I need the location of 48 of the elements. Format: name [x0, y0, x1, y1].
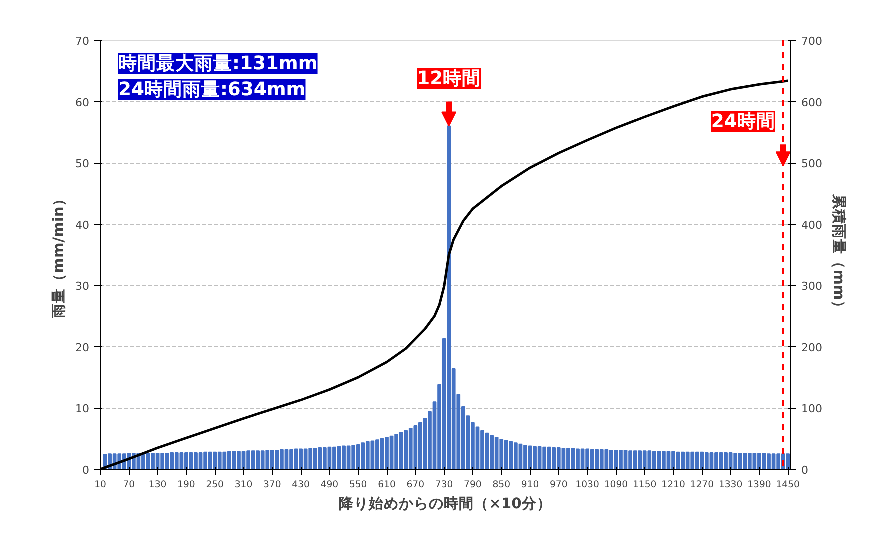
x-tick-label: 70 — [123, 480, 136, 490]
annotation: 24時間雨量:634mm — [118, 78, 306, 100]
y2-tick-label: 500 — [802, 158, 822, 171]
y2-tick-label: 200 — [802, 341, 822, 354]
ref-line-label: 24時間 — [711, 110, 776, 132]
x-tick-label: 1330 — [718, 480, 743, 490]
x-tick-label: 730 — [435, 480, 454, 490]
y-tick-label: 30 — [76, 280, 90, 294]
y-tick-label: 50 — [76, 158, 90, 171]
x-tick-label: 250 — [206, 480, 224, 490]
x-axis-title: 降り始めからの時間（×10分） — [339, 496, 552, 512]
x-tick-label: 370 — [264, 480, 282, 490]
x-tick-label: 430 — [292, 480, 310, 490]
x-tick-label: 190 — [178, 480, 196, 490]
y-tick-label: 10 — [76, 402, 90, 416]
y2-axis-title: 累積雨量（mm） — [830, 194, 848, 316]
x-tick-label: 550 — [349, 480, 368, 490]
x-tick-label: 1390 — [748, 480, 772, 490]
y2-tick-label: 300 — [802, 280, 822, 294]
x-tick-label: 610 — [378, 480, 396, 490]
y2-tick-label: 100 — [802, 402, 822, 416]
x-tick-label: 1150 — [632, 480, 657, 490]
x-tick-label: 850 — [492, 480, 511, 490]
x-tick-label: 910 — [521, 480, 540, 490]
y-tick-label: 40 — [76, 218, 90, 232]
y-tick-label: 0 — [82, 464, 90, 477]
y-tick-label: 70 — [76, 35, 90, 48]
x-tick-label: 790 — [464, 480, 482, 490]
x-tick-label: 1210 — [662, 480, 686, 490]
y2-tick-label: 600 — [802, 96, 822, 110]
x-tick-label: 670 — [406, 480, 425, 490]
x-tick-label: 1270 — [690, 480, 714, 490]
annotation: 時間最大雨量:131mm — [118, 52, 318, 74]
x-tick-label: 10 — [94, 480, 106, 490]
y2-tick-label: 0 — [802, 464, 808, 477]
x-tick-label: 130 — [148, 480, 167, 490]
x-tick-label: 310 — [234, 480, 253, 490]
x-tick-label: 490 — [320, 480, 339, 490]
y-tick-label: 60 — [76, 96, 90, 110]
x-tick-label: 970 — [550, 480, 568, 490]
y2-tick-label: 400 — [802, 218, 822, 232]
x-tick-label: 1030 — [576, 480, 600, 490]
y-axis-title: 雨量（mm/min） — [50, 192, 68, 320]
x-tick-label: 1090 — [604, 480, 628, 490]
y-tick-label: 20 — [76, 341, 90, 354]
annotation: 12時間 — [417, 68, 482, 90]
y2-tick-label: 700 — [802, 35, 822, 48]
x-tick-label: 1450 — [776, 480, 800, 490]
